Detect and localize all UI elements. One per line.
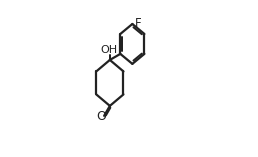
Text: O: O xyxy=(96,110,106,123)
Text: F: F xyxy=(135,17,142,30)
Text: OH: OH xyxy=(101,44,118,54)
